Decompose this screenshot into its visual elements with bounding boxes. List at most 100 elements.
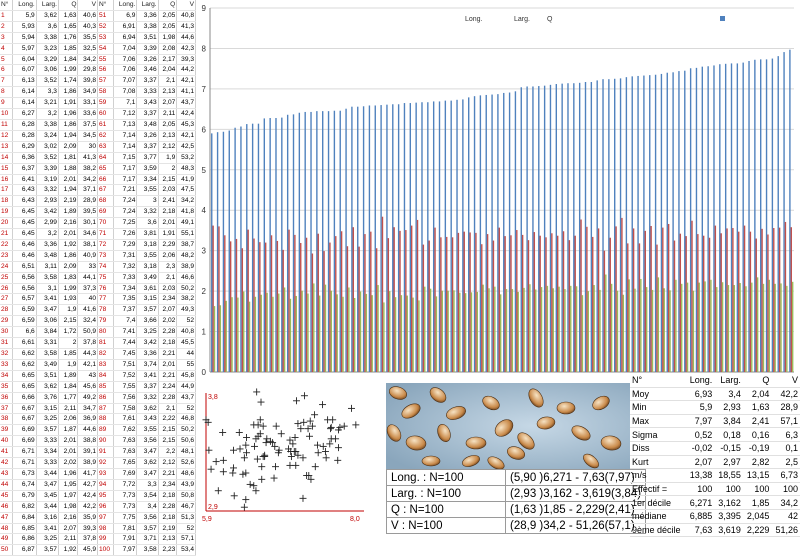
cell: 3,57	[136, 523, 159, 535]
summary-row: Q : N=100 (1,63 )1,85 - 2,229(2,41)	[386, 501, 647, 518]
bar-q	[628, 279, 630, 372]
cell: 5,93	[12, 21, 37, 33]
bar-q	[535, 289, 537, 372]
bar-long	[269, 118, 271, 373]
summary-row: Larg. : N=100 (2,93 )3,162 - 3,619(3,84)	[386, 485, 647, 502]
table-row: 91 7,63 3,47 2,2 48,1	[98, 446, 196, 459]
cell: 45,6	[77, 381, 98, 393]
bar-long	[444, 100, 447, 373]
stats-value: 7,63	[685, 523, 715, 538]
table-row: 30 6,6 3,84 1,72 50,9	[0, 326, 98, 339]
cell: 2,11	[158, 108, 178, 120]
bar-larg	[346, 246, 349, 372]
bar-larg	[767, 234, 769, 372]
table-row: 14 6,36 3,52 1,81 41,3	[0, 152, 98, 164]
cell: 57,1	[176, 533, 196, 546]
bar-larg	[504, 236, 506, 372]
cell: 41,7	[77, 468, 98, 480]
bar-larg	[358, 246, 360, 372]
cell: 2,99	[36, 217, 59, 230]
cell: 7,15	[113, 152, 138, 164]
table-row: 85 7,55 3,37 2,24 44,9	[98, 381, 196, 393]
cell: 1,9	[58, 304, 79, 317]
cell: 3,57	[36, 544, 59, 556]
column-header: Long.	[113, 0, 138, 11]
bar-q	[546, 285, 549, 372]
cell: 2,13	[158, 130, 178, 142]
stats-row: Effectif = 100 100 100 100	[630, 482, 800, 497]
cell: 7,62	[113, 424, 138, 437]
table-row: 73 7,31 3,55 2,06 48,2	[98, 250, 196, 262]
cell: 6,74	[12, 479, 37, 491]
cell: 37,8	[77, 533, 98, 546]
cell: 6,46	[12, 239, 37, 251]
cell: 42,5	[176, 141, 196, 153]
y-tick-label: 2	[202, 287, 207, 296]
table-row: 68 7,24 3 2,41 34,2	[98, 195, 196, 208]
cell: 50,6	[176, 435, 196, 448]
table-row: 52 6,91 3,38 2,05 41,3	[98, 21, 196, 33]
bar-q	[453, 290, 455, 372]
table-row: 47 6,84 3,16 2,16 35,9	[0, 512, 98, 524]
cell: 1,88	[58, 163, 79, 175]
cell: 3,23	[36, 43, 59, 55]
cell: 6,67	[12, 413, 37, 426]
cell: 3,3	[36, 86, 59, 99]
table-row: 13 6,29 3,02 2,09 30	[0, 141, 98, 153]
spore	[462, 455, 480, 467]
cell: 3,26	[136, 130, 159, 142]
cell: 2,01	[58, 228, 79, 240]
bar-q	[225, 300, 227, 372]
scatter-point	[299, 454, 307, 462]
cell: 3,59	[136, 163, 159, 175]
cell: 43,7	[176, 97, 196, 110]
table-row: 2 5,93 3,6 1,65 40,3	[0, 21, 98, 33]
cell: 7,33	[113, 272, 138, 284]
row-number: 18	[0, 195, 13, 208]
bar-larg	[399, 230, 401, 372]
cell: 3,48	[136, 119, 159, 131]
row-number: 96	[98, 501, 115, 513]
cell: 7,58	[113, 403, 138, 415]
cell: 39,3	[77, 523, 98, 535]
table-row: 19 6,45 3,42 1,89 39,5	[0, 206, 98, 219]
stats-value: 6,93	[685, 387, 715, 402]
table-row: 38 6,67 3,25 2,06 36,9	[0, 413, 98, 426]
cell: 45,3	[176, 119, 196, 131]
spore	[401, 403, 421, 419]
summary-row: Long. : N=100 (5,90 )6,271 - 7,63(7,97)	[386, 469, 647, 486]
bar-larg	[691, 220, 693, 372]
cell: 6,43	[12, 195, 37, 208]
scatter-point	[230, 446, 238, 454]
cell: 38,2	[77, 163, 98, 175]
cell: 7,06	[113, 54, 138, 66]
row-number: 44	[0, 479, 13, 491]
bar-q	[272, 296, 274, 372]
table-row: 76 7,34 3,61 2,03 50,2	[98, 283, 196, 295]
row-number: 77	[98, 293, 115, 306]
cell: 1,98	[158, 32, 178, 44]
scatter-point	[258, 463, 266, 471]
scatter-point	[334, 444, 342, 452]
cell: 3,47	[136, 468, 159, 480]
stats-value: 0,18	[714, 427, 743, 442]
cell: 32,4	[77, 315, 98, 328]
cell: 6,37	[12, 163, 37, 175]
scatter-point	[229, 469, 237, 477]
bar-larg	[673, 240, 676, 372]
row-number: 74	[98, 261, 115, 273]
cell: 3,58	[136, 544, 159, 556]
cell: 3,76	[36, 392, 59, 404]
stats-column-header: V	[771, 374, 800, 388]
scatter-point	[326, 425, 334, 433]
bar-long	[777, 56, 779, 373]
row-number: 63	[98, 141, 115, 153]
bar-q	[429, 288, 432, 372]
cell: 3,37	[136, 75, 159, 88]
cell: 2,2	[158, 446, 178, 459]
stats-value: 18,55	[714, 468, 743, 483]
bar-q	[400, 295, 403, 372]
table-row: 24 6,51 3,11 2,09 33	[0, 261, 98, 273]
scatter-point	[236, 445, 244, 453]
table-row: 44 6,74 3,47 1,95 42,7	[0, 479, 98, 491]
